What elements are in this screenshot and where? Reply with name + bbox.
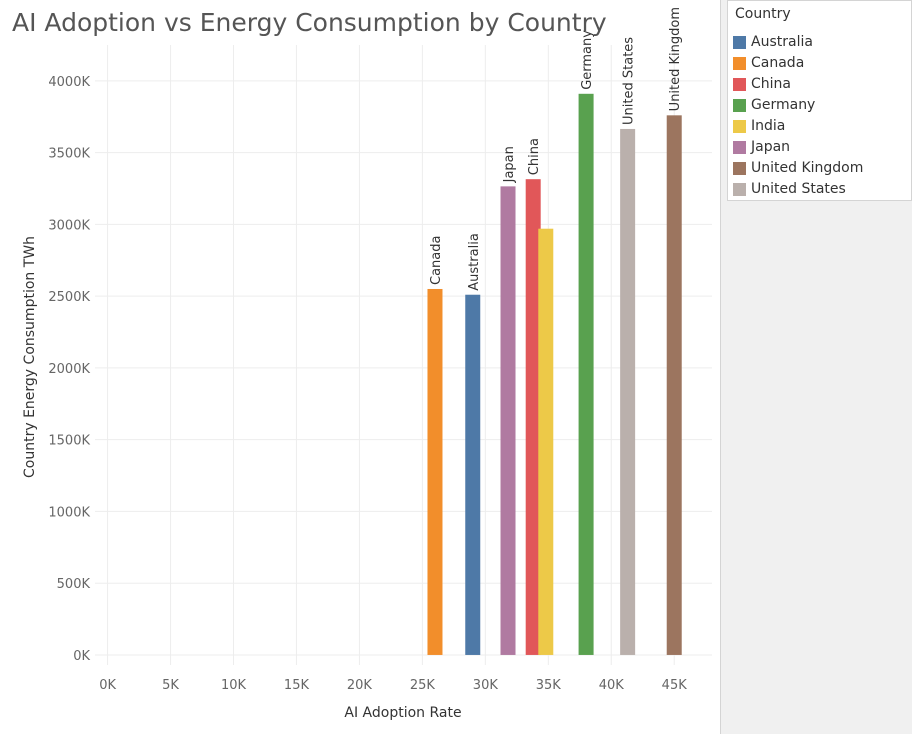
bar-china[interactable] — [525, 179, 541, 655]
y-axis-title: Country Energy Consumption TWh — [22, 236, 38, 478]
legend-swatch — [733, 183, 746, 196]
legend-item[interactable]: Australia — [733, 33, 908, 53]
plot-area: Australia Canada China Germany Japan United K… — [22, 7, 712, 721]
y-tick-label: 1500K — [48, 434, 90, 449]
y-axis-ticks: 0K 500K 1000K 1500K 2000K 2500K 3000K 3500K 4000… — [48, 75, 90, 664]
bars — [427, 93, 682, 655]
legend-label: Australia — [751, 34, 813, 50]
gridlines — [95, 45, 712, 665]
bar-united-kingdom[interactable] — [666, 115, 682, 655]
legend-swatch — [733, 99, 746, 112]
x-tick-label: 25K — [410, 678, 436, 693]
y-tick-label: 3000K — [48, 218, 90, 233]
x-axis-title: AI Adoption Rate — [344, 705, 461, 721]
bar-label: United States — [622, 37, 637, 125]
legend-swatch — [733, 36, 746, 49]
x-axis-ticks: 0K 5K 10K 15K 20K 25K 30K 35K 40K 45K — [99, 678, 687, 693]
bar-label: Germany — [580, 30, 595, 90]
legend-label: United States — [751, 181, 846, 197]
x-tick-label: 45K — [662, 678, 688, 693]
bar-label: Canada — [429, 236, 444, 285]
x-tick-label: 0K — [99, 678, 116, 693]
legend-label: Canada — [751, 55, 805, 71]
legend-swatch — [733, 57, 746, 70]
legend-label: China — [751, 76, 791, 92]
x-tick-label: 15K — [284, 678, 310, 693]
legend-title: Country — [735, 6, 791, 22]
y-tick-label: 500K — [57, 577, 91, 592]
y-tick-label: 2000K — [48, 362, 90, 377]
bar-label: China — [527, 138, 542, 175]
y-tick-label: 2500K — [48, 290, 90, 305]
legend-label: United Kingdom — [751, 160, 864, 176]
y-tick-label: 0K — [73, 649, 90, 664]
y-tick-label: 3500K — [48, 147, 90, 162]
chart-title: AI Adoption vs Energy Consumption by Cou… — [12, 8, 607, 37]
legend-label: Japan — [751, 139, 791, 155]
legend-item[interactable]: Japan — [733, 138, 908, 158]
bar-australia[interactable] — [465, 294, 481, 655]
x-tick-label: 30K — [473, 678, 499, 693]
bar-japan[interactable] — [500, 186, 516, 655]
bar-label: Japan — [502, 146, 517, 183]
legend-swatch — [733, 162, 746, 175]
legend-swatch — [733, 78, 746, 91]
bar-canada[interactable] — [427, 288, 443, 655]
legend-swatch — [733, 141, 746, 154]
bar-india[interactable] — [538, 228, 554, 655]
x-tick-label: 35K — [536, 678, 562, 693]
bar-labels: Australia Canada China Germany Japan United K… — [429, 7, 683, 291]
legend-item[interactable]: India — [733, 117, 908, 137]
legend[interactable]: Country Australia Canada China Germany India… — [727, 0, 912, 201]
legend-item[interactable]: China — [733, 75, 908, 95]
y-tick-label: 4000K — [48, 75, 90, 90]
legend-label: Germany — [751, 97, 816, 113]
bar-label: Australia — [467, 233, 482, 291]
legend-item[interactable]: United States — [733, 180, 908, 200]
legend-item[interactable]: United Kingdom — [733, 159, 908, 179]
bar-united-states[interactable] — [620, 128, 636, 655]
bar-germany[interactable] — [578, 93, 594, 655]
bar-label: United Kingdom — [668, 7, 683, 111]
x-tick-label: 5K — [162, 678, 179, 693]
legend-label: India — [751, 118, 786, 134]
y-tick-label: 1000K — [48, 505, 90, 520]
x-tick-label: 40K — [599, 678, 625, 693]
legend-item[interactable]: Germany — [733, 96, 908, 116]
x-tick-label: 10K — [221, 678, 247, 693]
x-tick-label: 20K — [347, 678, 373, 693]
legend-swatch — [733, 120, 746, 133]
legend-item[interactable]: Canada — [733, 54, 908, 74]
